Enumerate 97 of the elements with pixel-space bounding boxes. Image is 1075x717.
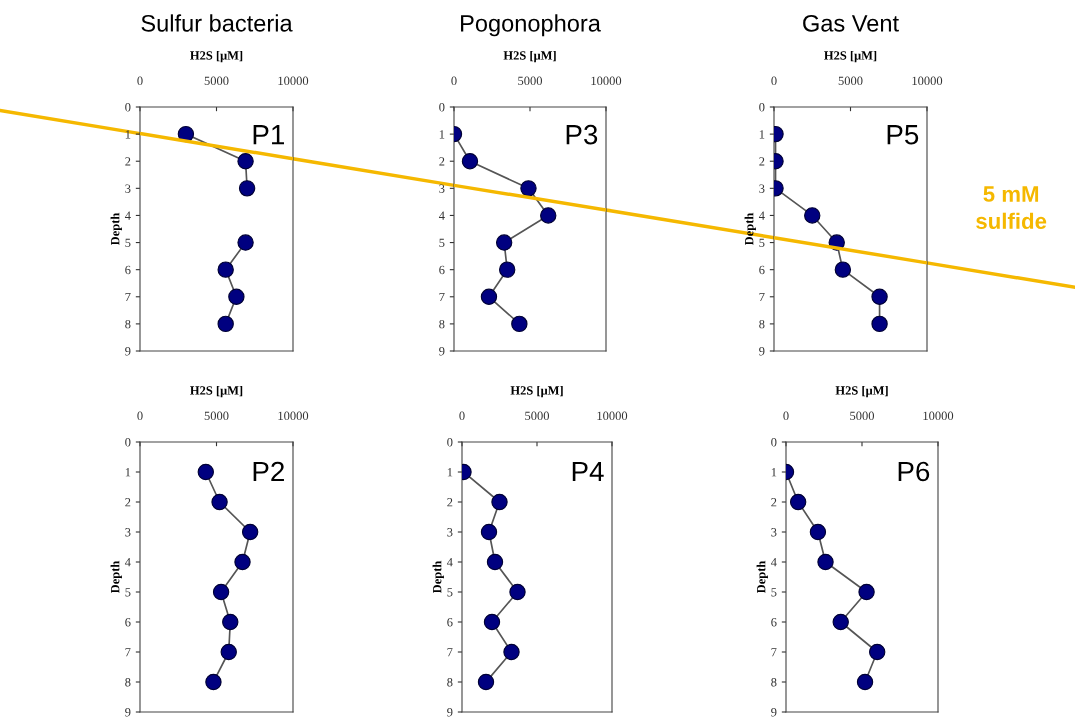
y-tick-label: 3	[771, 528, 777, 537]
y-tick-label: 6	[125, 265, 131, 275]
y-tick-label: 0	[439, 103, 445, 112]
y-tick-label: 7	[771, 648, 777, 657]
y-tick-label: 2	[447, 498, 453, 507]
annotation: P1	[253, 125, 284, 145]
y-tick-label: 1	[759, 130, 765, 139]
y-tick-label: 6	[439, 265, 445, 275]
chart-title: Pogonophora	[461, 14, 601, 37]
y-tick-label: 3	[759, 184, 765, 193]
y-tick-label: 7	[125, 648, 131, 657]
annotation: P6	[898, 461, 930, 482]
x-axis-title: H2S [μM]	[190, 385, 243, 398]
y-axis-title: Depth	[110, 560, 122, 594]
y-tick-label: 3	[447, 528, 453, 537]
y-tick-label: 0	[125, 103, 131, 112]
y-tick-label: 1	[439, 130, 445, 139]
y-tick-label: 4	[438, 211, 445, 220]
x-tick-label: 5000	[850, 411, 875, 421]
chart-title: Sulfur bacteria	[141, 14, 293, 32]
annotation: P4	[572, 461, 604, 482]
x-tick-label: 5000	[518, 76, 543, 86]
y-tick-label: 7	[447, 648, 453, 657]
y-tick-label: 3	[125, 184, 131, 193]
y-tick-label: 7	[439, 292, 445, 302]
y-tick-label: 6	[125, 618, 131, 627]
x-axis-title: H2S [μM]	[835, 385, 888, 398]
y-tick-label: 2	[125, 498, 131, 507]
y-tick-label: 2	[125, 157, 131, 166]
y-tick-label: 4	[770, 558, 777, 567]
y-tick-label: 0	[759, 103, 765, 112]
x-tick-label: 10000	[597, 411, 628, 421]
x-tick-label: 0	[459, 411, 465, 421]
x-tick-label: 5000	[204, 411, 229, 421]
x-tick-label: 10000	[278, 76, 309, 86]
x-tick-label: 0	[783, 411, 789, 421]
y-tick-label: 5	[771, 588, 777, 597]
y-tick-label: 9	[759, 347, 765, 356]
y-tick-label: 9	[125, 347, 131, 356]
y-tick-label: 1	[771, 468, 777, 477]
x-axis-title: H2S [μM]	[510, 385, 563, 398]
y-tick-label: 6	[447, 618, 453, 627]
x-tick-label: 10000	[912, 76, 943, 86]
y-tick-label: 5	[447, 588, 453, 597]
y-tick-label: 3	[439, 184, 445, 193]
y-tick-label: 9	[447, 708, 453, 717]
y-tick-label: 2	[759, 157, 765, 166]
y-tick-label: 8	[125, 319, 131, 329]
x-axis-title: H2S [μM]	[190, 50, 243, 63]
x-axis-title: H2S [μM]	[503, 50, 556, 63]
x-tick-label: 5000	[525, 411, 550, 421]
y-tick-label: 9	[125, 708, 131, 717]
y-tick-label: 7	[125, 292, 131, 302]
chart-title: Gas Vent	[803, 14, 899, 32]
y-tick-label: 0	[125, 438, 131, 447]
x-tick-label: 10000	[278, 411, 309, 421]
y-axis-title: Depth	[110, 212, 122, 246]
y-tick-label: 8	[759, 319, 765, 329]
y-tick-label: 6	[759, 265, 765, 275]
y-tick-label: 2	[771, 498, 777, 507]
annotation: P3	[566, 124, 598, 145]
x-tick-label: 0	[137, 411, 143, 421]
y-tick-label: 3	[125, 528, 131, 537]
y-axis-title: Depth	[432, 560, 444, 594]
y-tick-label: 5	[125, 588, 131, 597]
x-tick-label: 10000	[591, 76, 622, 86]
y-tick-label: 0	[771, 438, 777, 447]
y-tick-label: 1	[125, 468, 131, 477]
y-tick-label: 1	[125, 130, 131, 139]
y-tick-label: 8	[439, 319, 445, 329]
text: 5 mM sulfide	[976, 186, 1047, 230]
x-tick-label: 5000	[204, 76, 229, 86]
y-tick-label: 5	[125, 238, 131, 248]
y-tick-label: 2	[439, 157, 445, 166]
annotation: P2	[253, 461, 284, 482]
y-tick-label: 9	[771, 708, 777, 717]
y-tick-label: 9	[439, 347, 445, 356]
y-tick-label: 4	[124, 558, 131, 567]
y-tick-label: 5	[439, 238, 445, 248]
y-tick-label: 4	[758, 211, 765, 220]
y-axis-title: Depth	[744, 212, 756, 246]
x-tick-label: 10000	[923, 411, 954, 421]
y-tick-label: 4	[124, 211, 131, 220]
annotation: P5	[887, 125, 919, 145]
x-tick-label: 5000	[838, 76, 863, 86]
y-tick-label: 8	[125, 678, 131, 687]
y-tick-label: 5	[759, 238, 765, 248]
y-axis-title: Depth	[756, 560, 768, 594]
y-tick-label: 0	[447, 438, 453, 447]
y-tick-label: 6	[771, 618, 777, 627]
y-tick-label: 8	[447, 678, 453, 687]
y-tick-label: 1	[447, 468, 453, 477]
y-tick-label: 4	[446, 558, 453, 567]
x-tick-label: 0	[137, 76, 143, 86]
y-tick-label: 7	[759, 292, 765, 302]
x-axis-title: H2S [μM]	[824, 50, 877, 63]
y-tick-label: 8	[771, 678, 777, 687]
